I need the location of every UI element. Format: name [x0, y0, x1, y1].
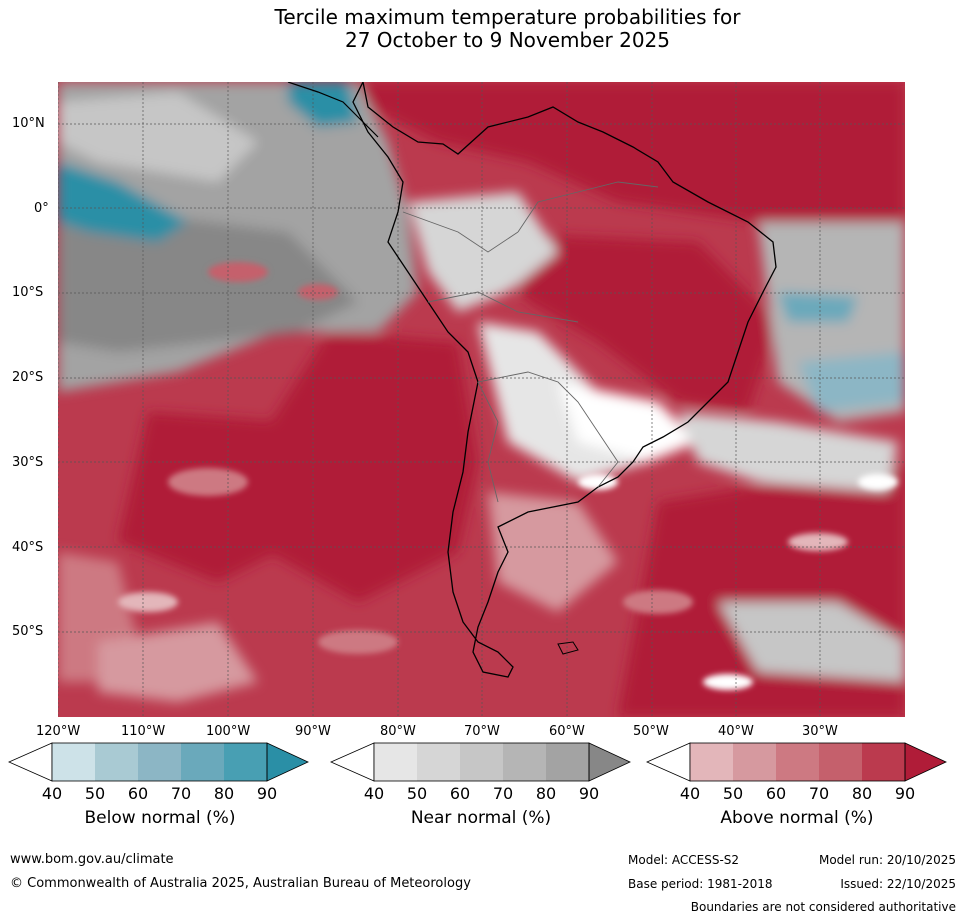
lon-label: 120°W	[36, 724, 81, 739]
lat-label: 50°S	[12, 624, 44, 639]
colorbar-near-low-arrow	[330, 742, 375, 782]
colorbar-near-high-arrow	[588, 742, 631, 782]
colorbar-near-tick: 40	[363, 784, 385, 803]
colorbar-above-bin	[690, 743, 733, 781]
probability-shading	[58, 82, 905, 717]
colorbar-near-tick: 50	[406, 784, 428, 803]
lon-label: 100°W	[206, 724, 251, 739]
colorbar-near-tick: 90	[578, 784, 600, 803]
colorbar-below-high-arrow	[266, 742, 309, 782]
lat-label: 10°S	[12, 285, 44, 300]
colorbar-near-bin	[503, 743, 546, 781]
lon-label: 110°W	[121, 724, 166, 739]
lon-label: 90°W	[295, 724, 331, 739]
colorbar-above-tick: 70	[808, 784, 830, 803]
colorbar-above-tick: 80	[851, 784, 873, 803]
colorbar-above-tick: 40	[679, 784, 701, 803]
lat-label: 0°	[34, 201, 49, 216]
lon-label: 30°W	[802, 724, 838, 739]
colorbar-near-tick: 70	[492, 784, 514, 803]
colorbar-near-bin	[374, 743, 417, 781]
colorbar-above-tick: 90	[894, 784, 916, 803]
colorbar-near-title: Near normal (%)	[410, 808, 552, 828]
lat-label: 40°S	[12, 540, 44, 555]
colorbar-below-bin	[95, 743, 138, 781]
colorbar-near-tick: 80	[535, 784, 557, 803]
graticule	[58, 82, 905, 717]
colorbar-below-tick: 50	[84, 784, 106, 803]
title-line-1: Tercile maximum temperature probabilitie…	[274, 5, 741, 29]
colorbar-below-bin	[224, 743, 267, 781]
colorbar-below-bin	[181, 743, 224, 781]
lat-label: 20°S	[12, 370, 44, 385]
colorbar-below-tick: 40	[41, 784, 63, 803]
colorbar-above-bin	[862, 743, 905, 781]
colorbar-above-bin	[776, 743, 819, 781]
colorbar-near-bin	[460, 743, 503, 781]
colorbar-above-tick: 50	[722, 784, 744, 803]
colorbar-below-tick: 90	[256, 784, 278, 803]
website-link[interactable]: www.bom.gov.au/climate	[10, 852, 174, 867]
colorbar-near-bin	[417, 743, 460, 781]
colorbar-above-low-arrow	[646, 742, 691, 782]
title-line-2: 27 October to 9 November 2025	[344, 28, 671, 52]
colorbar-below-bin	[138, 743, 181, 781]
model-name: Model: ACCESS-S2	[628, 853, 740, 867]
colorbar-above	[646, 742, 947, 782]
colorbar-above-high-arrow	[904, 742, 947, 782]
colorbar-above-bin	[819, 743, 862, 781]
lon-label: 50°W	[633, 724, 669, 739]
colorbar-near	[330, 742, 631, 782]
colorbar-below	[8, 742, 309, 782]
boundaries-note: Boundaries are not considered authoritat…	[690, 900, 956, 914]
lon-label: 70°W	[464, 724, 500, 739]
model-run-date: Model run: 20/10/2025	[818, 853, 956, 867]
coastline-central-america	[287, 82, 379, 138]
colorbar-near-bin	[546, 743, 589, 781]
probability-map	[58, 82, 905, 717]
lat-label: 30°S	[12, 455, 44, 470]
base-period: Base period: 1981-2018	[628, 877, 773, 891]
colorbar-below-tick: 70	[170, 784, 192, 803]
coastline-south-america	[352, 82, 777, 678]
colorbar-below-bin	[52, 743, 95, 781]
probability-speckle	[118, 262, 898, 690]
colorbar-below-title: Below normal (%)	[84, 808, 236, 828]
colorbar-above-title: Above normal (%)	[720, 808, 874, 828]
colorbar-above-bin	[733, 743, 776, 781]
lon-label: 80°W	[380, 724, 416, 739]
colorbar-near-tick: 60	[449, 784, 471, 803]
country-borders	[402, 181, 659, 503]
colorbar-below-tick: 60	[127, 784, 149, 803]
colorbar-below-tick: 80	[213, 784, 235, 803]
colorbar-above-tick: 60	[765, 784, 787, 803]
colorbar-below-low-arrow	[8, 742, 53, 782]
lon-label: 60°W	[549, 724, 585, 739]
lat-label: 10°N	[12, 116, 45, 131]
falkland-islands	[557, 641, 579, 655]
copyright-text: © Commonwealth of Australia 2025, Austra…	[10, 876, 471, 891]
chart-title: Tercile maximum temperature probabilitie…	[0, 6, 965, 52]
issued-date: Issued: 22/10/2025	[840, 877, 956, 891]
lon-label: 40°W	[718, 724, 754, 739]
